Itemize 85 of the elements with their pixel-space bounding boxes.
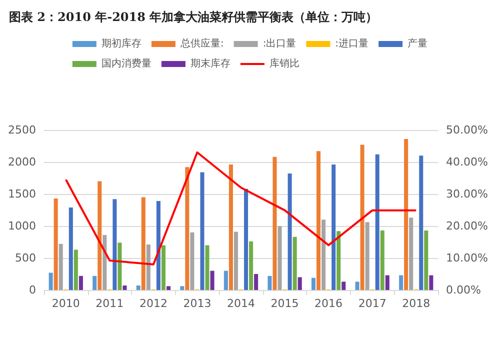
bar xyxy=(288,174,292,290)
bar xyxy=(254,274,258,290)
bar xyxy=(375,154,380,290)
legend-label: 总供应量: xyxy=(179,38,224,50)
bar xyxy=(68,207,73,290)
x-tick-label: 2011 xyxy=(96,297,124,310)
bar xyxy=(385,275,390,290)
bar xyxy=(399,275,404,290)
bar xyxy=(419,156,424,290)
bar xyxy=(205,245,210,290)
bar xyxy=(200,172,204,290)
line-series xyxy=(64,151,418,266)
bar xyxy=(234,232,238,290)
y-tick-label: 1000 xyxy=(8,220,36,232)
bar xyxy=(112,199,117,290)
x-tick-label: 2017 xyxy=(358,297,386,310)
y-tick-label: 2000 xyxy=(8,156,36,168)
bar xyxy=(190,232,194,290)
bar xyxy=(292,236,297,290)
bar xyxy=(365,222,370,290)
bar xyxy=(278,226,282,290)
x-tick-label: 2014 xyxy=(227,297,255,310)
bar xyxy=(54,198,58,290)
bar xyxy=(424,230,428,290)
bar xyxy=(156,201,160,290)
y2-tick-label: 10.00% xyxy=(446,252,488,264)
legend-label: 期末库存 xyxy=(190,58,230,70)
legend-label: 产量 xyxy=(408,38,428,50)
bar xyxy=(268,276,272,290)
y-tick-label: 1500 xyxy=(8,188,36,200)
bar xyxy=(249,241,254,290)
bar xyxy=(210,270,214,290)
bar xyxy=(58,244,63,290)
bar xyxy=(336,231,341,290)
x-tick-label: 2016 xyxy=(314,297,343,310)
bar xyxy=(118,242,122,290)
y-tick-label: 0 xyxy=(29,284,36,296)
bar xyxy=(74,250,78,290)
y2-tick-label: 20.00% xyxy=(446,220,488,232)
y2-tick-label: 50.00% xyxy=(446,124,488,136)
legend-label: 国内消费量 xyxy=(101,58,152,70)
bar xyxy=(355,282,360,290)
legend-label: 库销比 xyxy=(269,58,300,70)
legend-label: :出口量 xyxy=(262,38,296,50)
y-tick-label: 500 xyxy=(15,252,36,264)
bar xyxy=(311,278,316,290)
bar xyxy=(166,286,171,290)
legend-label: :进口量 xyxy=(335,38,369,50)
y2-tick-label: 40.00% xyxy=(446,156,488,168)
bar xyxy=(244,188,248,290)
bar xyxy=(429,275,434,290)
bar xyxy=(180,286,184,290)
x-tick-label: 2015 xyxy=(270,297,299,310)
bar xyxy=(360,144,364,290)
legend-label: 期初库存 xyxy=(101,38,142,50)
bar xyxy=(136,286,140,290)
bar xyxy=(272,156,277,290)
bar xyxy=(98,181,102,290)
bar xyxy=(404,138,408,290)
bar xyxy=(78,276,83,290)
x-tick-label: 2018 xyxy=(402,297,430,310)
bar xyxy=(332,164,336,290)
x-tick-label: 2010 xyxy=(52,297,80,310)
bar xyxy=(141,197,146,290)
x-tick-label: 2012 xyxy=(139,297,168,310)
y2-tick-label: 0.00% xyxy=(446,284,481,296)
bar xyxy=(322,220,326,290)
bar xyxy=(224,270,228,290)
bar xyxy=(161,245,166,290)
bar xyxy=(48,272,53,290)
bar xyxy=(185,167,190,290)
bar xyxy=(146,244,150,290)
bar xyxy=(342,282,346,290)
bar xyxy=(102,234,107,290)
bar xyxy=(122,286,127,290)
y2-tick-label: 30.00% xyxy=(446,188,488,200)
bar xyxy=(228,164,233,290)
x-tick-label: 2013 xyxy=(183,297,212,310)
bar xyxy=(298,277,302,290)
chart-title: 图表 2：2010 年-2018 年加拿大油菜籽供需平衡表（单位：万吨） xyxy=(9,10,378,24)
bar xyxy=(380,230,384,290)
y-tick-label: 2500 xyxy=(8,124,36,136)
bar xyxy=(409,218,414,290)
bar xyxy=(92,276,97,290)
bar xyxy=(316,151,321,290)
